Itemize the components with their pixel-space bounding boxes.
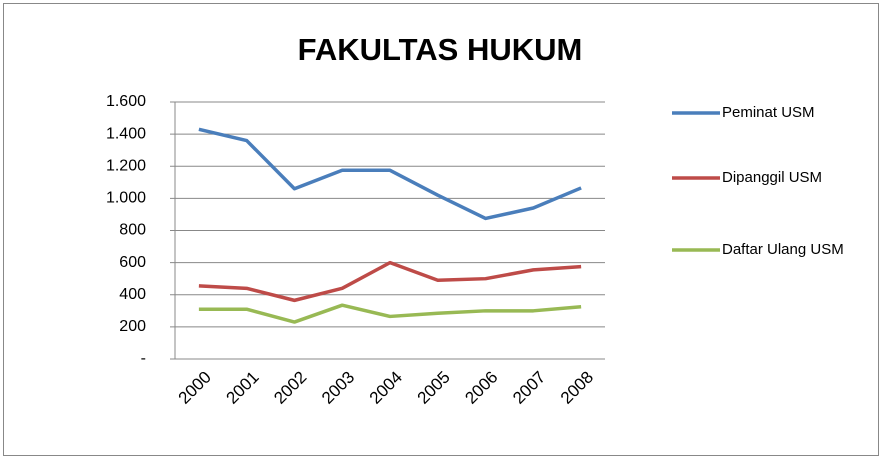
y-tick-label: 600 xyxy=(119,254,146,271)
y-tick-label: - xyxy=(141,350,146,367)
y-tick-label: 1.000 xyxy=(106,190,146,207)
y-tick-label: 1.200 xyxy=(106,157,146,174)
series-line xyxy=(198,303,582,324)
chart-title: FAKULTAS HUKUM xyxy=(298,32,583,67)
y-tick-label: 1.400 xyxy=(106,125,146,142)
chart-border xyxy=(3,3,879,456)
legend-label: Dipanggil USM xyxy=(722,169,823,186)
y-tick-label: 200 xyxy=(119,318,146,335)
series-line xyxy=(198,127,582,221)
y-tick-label: 800 xyxy=(119,222,146,239)
legend-label: Daftar Ulang USM xyxy=(722,241,844,258)
y-tick-label: 400 xyxy=(119,286,146,303)
legend-label: Peminat USM xyxy=(722,104,815,121)
series-line xyxy=(198,260,582,303)
y-tick-label: 1.600 xyxy=(106,93,146,110)
